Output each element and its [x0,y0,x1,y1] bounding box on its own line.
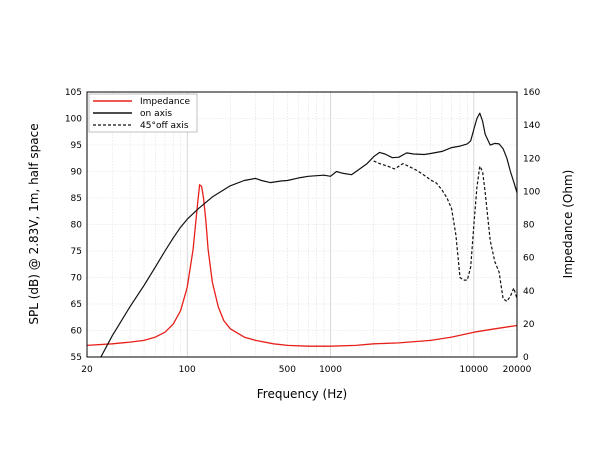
y-right-tick-label: 40 [523,287,535,297]
y-left-tick-label: 85 [71,194,82,204]
y-right-tick-label: 160 [523,88,540,98]
y-right-tick-label: 100 [523,187,540,197]
x-tick-label: 10000 [460,365,489,375]
off-axis-45-curve [373,160,518,302]
y-left-tick-label: 55 [71,353,82,363]
x-axis-title: Frequency (Hz) [257,387,348,401]
legend-label-on-axis: on axis [140,109,172,119]
y-left-tick-label: 80 [71,221,83,231]
y-left-tick-label: 90 [71,168,83,178]
y-left-tick-label: 100 [65,115,82,125]
data-series [86,112,518,358]
y-right-tick-label: 0 [523,353,529,363]
y-left-tick-label: 70 [71,274,83,284]
legend: Impedance on axis 45°off axis [88,93,198,133]
x-tick-label: 1000 [319,365,342,375]
plot-frame [86,91,518,358]
x-tick-label: 500 [279,365,296,375]
y-right-tick-label: 60 [523,254,535,264]
y-right-tick-label: 20 [523,320,535,330]
impedance-curve [86,184,518,347]
y-right-tick-label: 120 [523,154,540,164]
x-tick-label: 20000 [503,365,532,375]
tick-labels: 20 100 500 1000 10000 20000556065707580859095… [65,88,541,375]
x-tick-label: 100 [179,365,196,375]
y-left-tick-label: 105 [65,88,82,98]
y-right-tick-label: 80 [523,221,535,231]
y-left-tick-label: 60 [71,327,83,337]
legend-label-45-off-axis: 45°off axis [140,121,189,131]
y-right-tick-label: 140 [523,121,540,131]
legend-label-impedance: Impedance [140,97,191,107]
y-left-tick-label: 75 [71,247,82,257]
y-left-tick-label: 65 [71,300,82,310]
on-axis-curve [100,112,518,358]
y-axis-right-title: Impedance (Ohm) [561,170,575,279]
x-tick-label: 20 [81,365,93,375]
y-axis-left-title: SPL (dB) @ 2.83V, 1m, half space [27,123,41,324]
y-left-tick-label: 95 [71,141,82,151]
